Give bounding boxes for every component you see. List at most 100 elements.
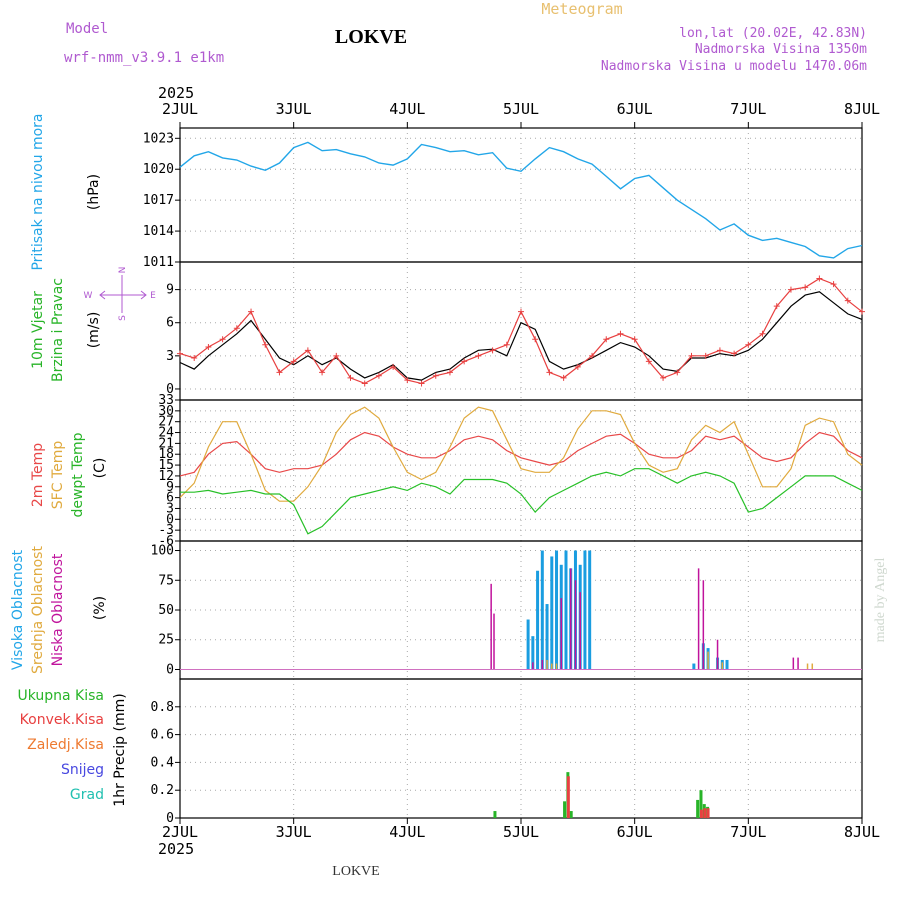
- precip-bar: [703, 808, 707, 818]
- x-label-bottom: 4JUL: [389, 823, 425, 841]
- wind-point-marker: [844, 297, 851, 304]
- temp-unit: (C): [92, 458, 108, 479]
- wind-point-marker: [418, 380, 425, 387]
- wind-point-marker: [475, 352, 482, 359]
- cloud-bar: [569, 568, 572, 670]
- wind-point-marker: [560, 374, 567, 381]
- wind-point-marker: [262, 341, 269, 348]
- wind-point-marker: [191, 355, 198, 362]
- cloud-bar: [692, 663, 696, 670]
- wind-point-marker: [248, 308, 255, 315]
- wind-point-marker: [631, 336, 638, 343]
- cloud-bar: [540, 550, 544, 670]
- wind-point-marker: [404, 377, 411, 384]
- wind-point-marker: [304, 347, 311, 354]
- cloud-bar: [574, 580, 577, 670]
- wind-point-marker: [674, 369, 681, 376]
- y-tick-label: 0.8: [151, 700, 174, 715]
- wind-point-marker: [290, 358, 297, 365]
- precip-legend-snow: Snijeg: [61, 762, 104, 778]
- cloud-bar: [526, 619, 530, 670]
- x-label-top: 8JUL: [844, 100, 880, 118]
- pressure-series-line: [179, 141, 863, 259]
- x-label-bottom: 5JUL: [503, 823, 539, 841]
- cloud-bar: [545, 604, 549, 670]
- compass-n-label: N: [118, 267, 128, 274]
- wind-label-1: 10m Vjetar: [30, 291, 46, 369]
- y-tick-label: 15: [158, 458, 174, 473]
- wind-point-marker: [177, 350, 183, 357]
- y-tick-label: 0: [166, 512, 174, 527]
- wind-point-marker: [319, 369, 326, 376]
- y-tick-label: 12: [158, 469, 174, 484]
- wind-point-marker: [446, 369, 453, 376]
- y-tick-label: 25: [158, 633, 174, 648]
- y-tick-label: 0.6: [151, 728, 174, 743]
- cloud-bar: [707, 651, 709, 670]
- precip-bar: [569, 811, 573, 818]
- cloud-bar: [541, 659, 544, 670]
- cloud-bar: [811, 663, 814, 670]
- x-label-bottom: 7JUL: [730, 823, 766, 841]
- y-tick-label: 33: [158, 393, 174, 408]
- cloud-bar: [716, 639, 719, 670]
- wind-point-marker: [375, 372, 382, 379]
- precip-bar: [699, 790, 703, 818]
- bottom-year: 2025: [158, 840, 194, 858]
- wind-point-marker: [390, 363, 397, 370]
- precip-bar: [696, 799, 700, 818]
- y-tick-label: 1017: [143, 193, 174, 208]
- cloud-bar: [490, 583, 492, 670]
- precip-bar: [566, 776, 570, 818]
- pressure-label: Pritisak na nivou mora: [30, 113, 46, 270]
- precip-legend-frz: Zaledj.Kisa: [27, 737, 104, 753]
- temp-label-3: dewpt Temp: [70, 432, 86, 517]
- y-tick-label: 27: [158, 415, 174, 430]
- x-label-top: 5JUL: [503, 100, 539, 118]
- wind-unit: (m/s): [86, 312, 102, 349]
- y-tick-label: 0: [166, 811, 174, 826]
- compass-e-label: E: [150, 291, 156, 301]
- wind-point-marker: [816, 275, 823, 282]
- x-label-bottom: 6JUL: [617, 823, 653, 841]
- cloud-bar: [806, 663, 809, 670]
- cloud-bar: [546, 659, 548, 670]
- x-label-bottom: 8JUL: [844, 823, 880, 841]
- wind-point-marker: [205, 344, 212, 351]
- wind-point-marker: [830, 281, 837, 288]
- cloud-bar: [579, 592, 581, 670]
- coords-text: lon,lat (20.02E, 42.83N): [679, 26, 867, 41]
- wind-point-marker: [759, 330, 766, 337]
- watermark: made by Angel: [873, 558, 888, 643]
- model-elevation-text: Nadmorska Visina u modelu 1470.06m: [601, 59, 867, 74]
- chart-title: Meteogram: [541, 0, 622, 18]
- precip-unit: 1hr Precip (mm): [112, 693, 128, 806]
- cloud-bar: [564, 550, 568, 670]
- wind-point-marker: [333, 352, 340, 359]
- wind-point-marker: [518, 308, 524, 315]
- cloud-bar: [560, 598, 563, 670]
- x-label-top: 2JUL: [162, 100, 198, 118]
- y-tick-label: 21: [158, 436, 174, 451]
- precip-legend-total: Ukupna Kisa: [17, 688, 104, 704]
- precip-bar: [699, 809, 703, 818]
- model-name: wrf-nmm_v3.9.1 e1km: [64, 50, 224, 66]
- y-tick-label: 0: [166, 382, 174, 397]
- cloud-bar: [792, 657, 795, 670]
- wind-point-marker: [503, 341, 510, 348]
- wind-point-marker: [773, 303, 780, 310]
- model-label: Model: [66, 21, 108, 37]
- wind-point-marker: [432, 372, 439, 379]
- wind-point-marker: [702, 352, 709, 359]
- y-tick-label: 1023: [143, 131, 174, 146]
- wind-point-marker: [716, 347, 723, 354]
- y-tick-label: 0: [166, 662, 174, 677]
- cloud-bar: [531, 636, 535, 670]
- x-label-bottom: 2JUL: [162, 823, 198, 841]
- x-label-top: 3JUL: [276, 100, 312, 118]
- wind-series-line: [179, 291, 863, 381]
- y-tick-label: -6: [158, 534, 174, 549]
- y-tick-label: -3: [158, 523, 174, 538]
- footer-station: LOKVE: [332, 864, 379, 879]
